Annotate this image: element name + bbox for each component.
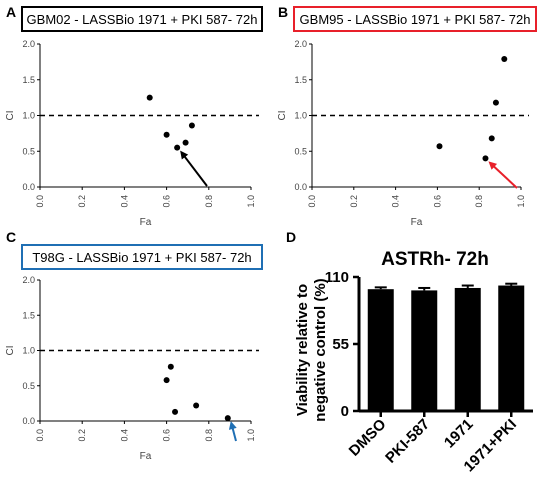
x-axis-label: Fa <box>140 217 152 228</box>
x-tick-label: 1.0 <box>246 195 256 208</box>
y-tick-label: 0.0 <box>294 182 307 192</box>
data-point <box>488 135 495 142</box>
y-tick-label: 0.5 <box>22 146 35 156</box>
x-tick-label: 0.6 <box>162 195 172 208</box>
panel-a-scatter-plot: 0.0 0.5 1.0 1.5 2.0 0.0 0.2 0.4 0.6 0.8 1.0 CI Fa <box>5 39 259 228</box>
y-tick-label: 1.0 <box>22 346 35 356</box>
y-axis-label: CI <box>277 111 288 121</box>
data-point <box>501 56 508 63</box>
y-tick-label: 0 <box>341 403 349 420</box>
x-tick-label: 0.6 <box>162 429 172 442</box>
y-tick-label: 55 <box>332 336 349 353</box>
annotation-arrow <box>182 154 208 187</box>
data-point <box>167 363 174 370</box>
x-tick-label: 0.2 <box>77 429 87 442</box>
data-point <box>146 94 153 101</box>
y-tick-label: 1.5 <box>22 75 35 85</box>
x-axis-label: Fa <box>411 217 423 228</box>
x-tick-label: PKI-587 <box>382 416 433 467</box>
x-tick-label: 0.0 <box>307 195 317 208</box>
y-tick-label: 110 <box>325 269 349 286</box>
data-point <box>163 131 170 138</box>
data-point <box>172 408 179 415</box>
x-tick-label: 0.0 <box>35 429 45 442</box>
y-tick-label: 1.5 <box>22 310 35 320</box>
x-tick-label: 0.4 <box>391 195 401 208</box>
annotation-arrow-head <box>228 421 237 430</box>
y-tick-label: 0.0 <box>22 416 35 426</box>
bar <box>454 287 481 411</box>
y-axis-label: CI <box>5 346 16 356</box>
panel-b-title-box <box>293 6 537 32</box>
y-axis-label-line-1: Viability relative to <box>294 284 311 416</box>
x-axis-label: Fa <box>140 451 152 462</box>
x-tick-label: 0.2 <box>349 195 359 208</box>
data-point <box>224 415 231 422</box>
x-tick-label: 1.0 <box>516 195 526 208</box>
panel-d-title: ASTRh- 72h <box>381 249 489 270</box>
panel-b-scatter-plot: 0.0 0.5 1.0 1.5 2.0 0.0 0.2 0.4 0.6 0.8 1.0 CI Fa <box>277 39 529 228</box>
panel-d-label: D <box>286 229 296 245</box>
data-point <box>174 144 181 151</box>
y-axis-label: CI <box>5 111 16 121</box>
bar <box>367 289 394 411</box>
x-tick-label: 1.0 <box>246 429 256 442</box>
panel-a-title-box <box>21 6 263 32</box>
data-point <box>193 402 200 409</box>
y-tick-label: 1.0 <box>294 111 307 121</box>
panel-c-label: C <box>6 229 16 245</box>
panel-b-title: GBM95 - LASSBio 1971 + PKI 587- 72h <box>300 12 531 27</box>
panel-c-scatter-plot: 0.0 0.5 1.0 1.5 2.0 0.0 0.2 0.4 0.6 0.8 1.0 CI Fa <box>5 275 259 462</box>
x-tick-label: 0.4 <box>119 195 129 208</box>
annotation-arrow <box>492 164 518 189</box>
y-tick-label: 1.0 <box>22 111 35 121</box>
x-tick-label: 0.6 <box>432 195 442 208</box>
bar <box>498 285 525 411</box>
panel-a-title: GBM02 - LASSBio 1971 + PKI 587- 72h <box>27 12 258 27</box>
annotation-arrow <box>231 426 237 442</box>
y-axis-label-line-2: negative control (%) <box>312 278 329 421</box>
annotation-arrow-head <box>488 161 498 170</box>
data-point <box>182 139 189 146</box>
x-tick-label: 0.0 <box>35 195 45 208</box>
x-tick-label: 0.8 <box>474 195 484 208</box>
x-tick-label: 0.8 <box>204 195 214 208</box>
panel-b-label: B <box>278 4 288 20</box>
y-tick-label: 0.0 <box>22 182 35 192</box>
data-point <box>482 155 489 162</box>
y-tick-label: 0.5 <box>294 146 307 156</box>
x-tick-label: 1971 <box>441 416 477 452</box>
data-point <box>163 377 170 384</box>
data-point <box>436 143 443 150</box>
data-point <box>188 122 195 129</box>
y-tick-label: 2.0 <box>294 39 307 49</box>
x-tick-label: 0.4 <box>119 429 129 442</box>
annotation-arrow-head <box>180 150 189 160</box>
y-tick-label: 0.5 <box>22 381 35 391</box>
panel-c-title-box <box>21 244 263 270</box>
panel-a-label: A <box>6 4 16 20</box>
x-tick-label: 0.8 <box>204 429 214 442</box>
panel-c-title: T98G - LASSBio 1971 + PKI 587- 72h <box>32 250 251 265</box>
y-tick-label: 1.5 <box>294 75 307 85</box>
y-tick-label: 2.0 <box>22 275 35 285</box>
bar <box>411 290 438 411</box>
x-tick-label: 0.2 <box>77 195 87 208</box>
y-tick-label: 2.0 <box>22 39 35 49</box>
data-point <box>492 99 499 106</box>
